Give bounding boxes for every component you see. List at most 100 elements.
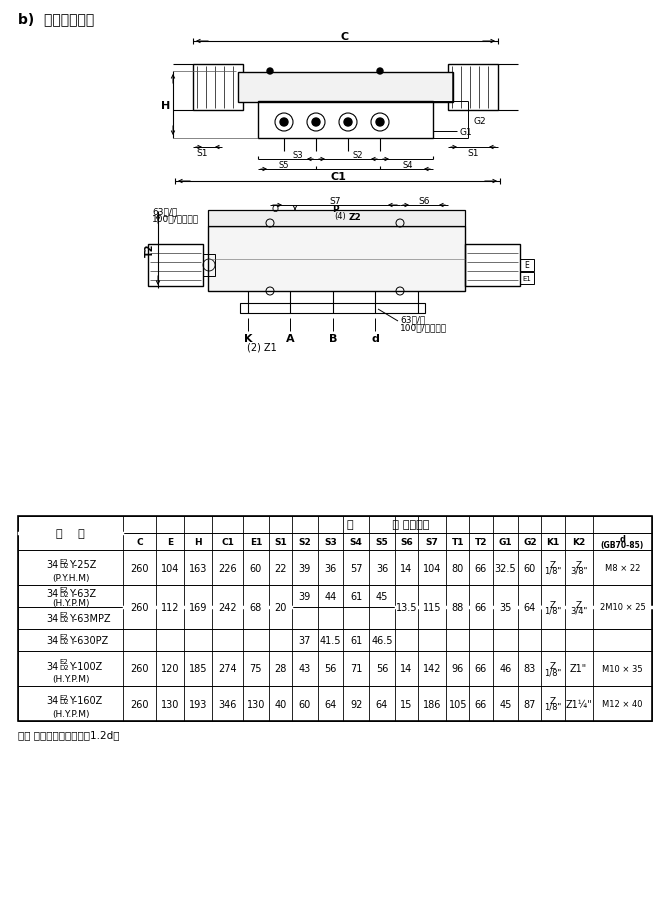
Text: D2: D2 bbox=[60, 591, 70, 598]
Text: 44: 44 bbox=[324, 591, 336, 601]
Text: d: d bbox=[371, 333, 379, 343]
Text: 46.5: 46.5 bbox=[371, 635, 393, 645]
Text: 35: 35 bbox=[499, 602, 512, 612]
Text: 2M10 × 25: 2M10 × 25 bbox=[600, 603, 645, 612]
Text: (GB70-85): (GB70-85) bbox=[601, 540, 644, 549]
Text: 14: 14 bbox=[400, 563, 413, 573]
Text: K2: K2 bbox=[572, 537, 586, 547]
Text: M10 × 35: M10 × 35 bbox=[602, 664, 643, 673]
Bar bbox=[148, 245, 203, 287]
Text: E2: E2 bbox=[60, 659, 68, 665]
Text: Z1": Z1" bbox=[570, 664, 588, 674]
Text: Y-25Z: Y-25Z bbox=[69, 560, 96, 570]
Text: 13.5: 13.5 bbox=[395, 602, 417, 612]
Text: 1/8": 1/8" bbox=[544, 667, 561, 676]
Text: Z: Z bbox=[550, 696, 556, 705]
Text: G2: G2 bbox=[523, 537, 537, 547]
Circle shape bbox=[312, 118, 320, 127]
Text: 40: 40 bbox=[274, 699, 287, 709]
Text: H: H bbox=[194, 537, 202, 547]
Bar bbox=[258, 102, 433, 138]
Text: 36: 36 bbox=[324, 563, 336, 573]
Text: 15: 15 bbox=[400, 699, 413, 709]
Text: 39: 39 bbox=[299, 591, 311, 601]
Text: 34: 34 bbox=[46, 660, 59, 670]
Bar bbox=[193, 65, 243, 111]
Text: Y-63Z: Y-63Z bbox=[69, 589, 96, 599]
Bar bbox=[208, 210, 465, 227]
Text: S5: S5 bbox=[376, 537, 389, 547]
Text: 88: 88 bbox=[452, 602, 464, 612]
Circle shape bbox=[344, 118, 352, 127]
Text: 14: 14 bbox=[400, 664, 413, 674]
Bar bbox=[465, 245, 520, 287]
Bar bbox=[520, 272, 534, 284]
Text: M8 × 22: M8 × 22 bbox=[605, 563, 640, 572]
Text: 41.5: 41.5 bbox=[320, 635, 341, 645]
Text: K: K bbox=[244, 333, 252, 343]
Bar bbox=[240, 303, 425, 313]
Text: 142: 142 bbox=[423, 664, 442, 674]
Text: C1: C1 bbox=[330, 172, 346, 182]
Text: 56: 56 bbox=[376, 664, 388, 674]
Text: (H.Y.P.M): (H.Y.P.M) bbox=[52, 598, 90, 607]
Text: G2: G2 bbox=[473, 117, 486, 126]
Text: 274: 274 bbox=[218, 664, 237, 674]
Text: C: C bbox=[341, 32, 349, 42]
Text: (2) Z1: (2) Z1 bbox=[247, 342, 277, 352]
Text: 186: 186 bbox=[423, 699, 442, 709]
Text: 242: 242 bbox=[218, 602, 237, 612]
Text: H: H bbox=[161, 100, 171, 110]
Text: 1/8": 1/8" bbox=[544, 702, 561, 711]
Text: S7: S7 bbox=[329, 196, 341, 205]
Circle shape bbox=[376, 118, 384, 127]
Text: 193: 193 bbox=[189, 699, 207, 709]
Text: O: O bbox=[271, 204, 279, 213]
Text: 63升/分: 63升/分 bbox=[152, 208, 178, 216]
Text: M12 × 40: M12 × 40 bbox=[602, 700, 643, 708]
Text: A: A bbox=[285, 333, 294, 343]
Text: E2: E2 bbox=[60, 694, 68, 700]
Text: T2: T2 bbox=[475, 537, 487, 547]
Text: 75: 75 bbox=[250, 664, 262, 674]
Text: 130: 130 bbox=[247, 699, 265, 709]
Text: E: E bbox=[525, 261, 529, 271]
Circle shape bbox=[280, 118, 288, 127]
Text: 34: 34 bbox=[46, 560, 59, 570]
Text: 20: 20 bbox=[274, 602, 287, 612]
Text: b)  （三位四位）: b) （三位四位） bbox=[18, 12, 94, 26]
Text: 64: 64 bbox=[324, 699, 336, 709]
Text: 66: 66 bbox=[475, 602, 487, 612]
Text: 34: 34 bbox=[46, 613, 59, 623]
Text: (4): (4) bbox=[334, 212, 346, 221]
Text: 105: 105 bbox=[448, 699, 467, 709]
Text: 96: 96 bbox=[452, 664, 464, 674]
Text: 45: 45 bbox=[499, 699, 512, 709]
Text: 56: 56 bbox=[324, 664, 337, 674]
Text: 34: 34 bbox=[46, 589, 59, 599]
Text: 120: 120 bbox=[161, 664, 179, 674]
Text: 22: 22 bbox=[274, 563, 287, 573]
Text: G1: G1 bbox=[459, 128, 472, 137]
Text: Z: Z bbox=[550, 560, 556, 569]
Text: C1: C1 bbox=[221, 537, 234, 547]
Text: B: B bbox=[329, 333, 337, 343]
Text: Y-160Z: Y-160Z bbox=[69, 696, 102, 706]
Text: Y-630PZ: Y-630PZ bbox=[69, 635, 108, 645]
Text: 260: 260 bbox=[130, 699, 149, 709]
Text: 260: 260 bbox=[130, 664, 149, 674]
Text: 46: 46 bbox=[499, 664, 511, 674]
Text: D2: D2 bbox=[60, 699, 70, 705]
Text: C: C bbox=[136, 537, 143, 547]
Text: 87: 87 bbox=[524, 699, 536, 709]
Text: D2: D2 bbox=[60, 563, 70, 568]
Text: 尺          寸 （毫米）: 尺 寸 （毫米） bbox=[346, 520, 429, 530]
Text: S2: S2 bbox=[298, 537, 311, 547]
Text: S6: S6 bbox=[400, 537, 413, 547]
Bar bbox=[238, 73, 453, 103]
Text: 28: 28 bbox=[274, 664, 287, 674]
Text: 83: 83 bbox=[524, 664, 536, 674]
Text: S3: S3 bbox=[324, 537, 337, 547]
Text: (H.Y.P.M): (H.Y.P.M) bbox=[52, 674, 90, 683]
Text: D2: D2 bbox=[60, 617, 70, 622]
